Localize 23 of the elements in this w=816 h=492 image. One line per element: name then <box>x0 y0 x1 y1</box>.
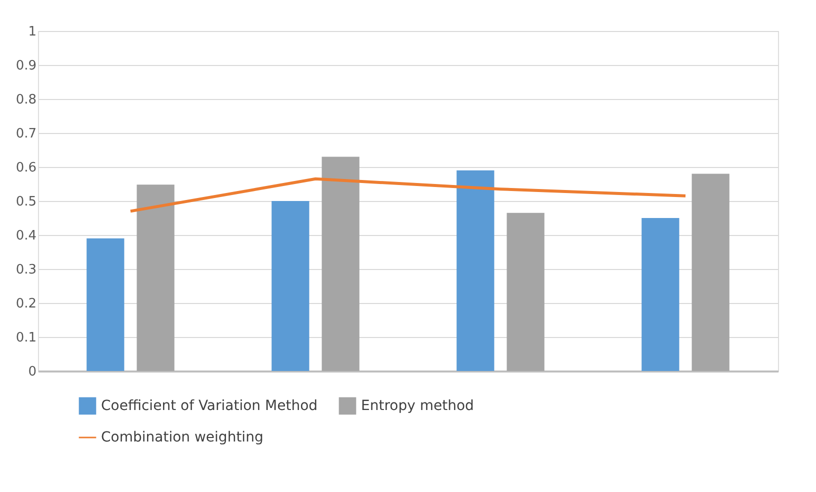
y-tick-label: 0.9 <box>16 58 36 74</box>
y-tick-label: 0.4 <box>16 228 36 244</box>
bar <box>456 170 494 371</box>
y-tick-label: 0.8 <box>16 92 36 108</box>
line-series <box>129 177 687 213</box>
y-tick-label: 0.1 <box>16 330 36 346</box>
legend-label: Coefficient of Variation Method <box>101 398 318 414</box>
legend-label: Combination weighting <box>101 430 264 446</box>
bar <box>272 201 310 371</box>
y-tick-label: 0.3 <box>16 262 36 278</box>
bar <box>136 184 174 371</box>
legend-label: Entropy method <box>361 398 474 414</box>
y-tick-label: 0 <box>28 364 36 380</box>
bar <box>506 212 544 371</box>
y-tick-label: 1 <box>28 24 36 40</box>
bar <box>642 218 680 371</box>
y-tick-label: 0.6 <box>16 160 36 176</box>
y-tick-label: 0.7 <box>16 126 36 142</box>
bar <box>322 156 360 371</box>
bar <box>86 238 124 371</box>
y-tick-label: 0.5 <box>16 194 36 210</box>
bar <box>692 174 730 371</box>
y-tick-label: 0.2 <box>16 296 36 312</box>
